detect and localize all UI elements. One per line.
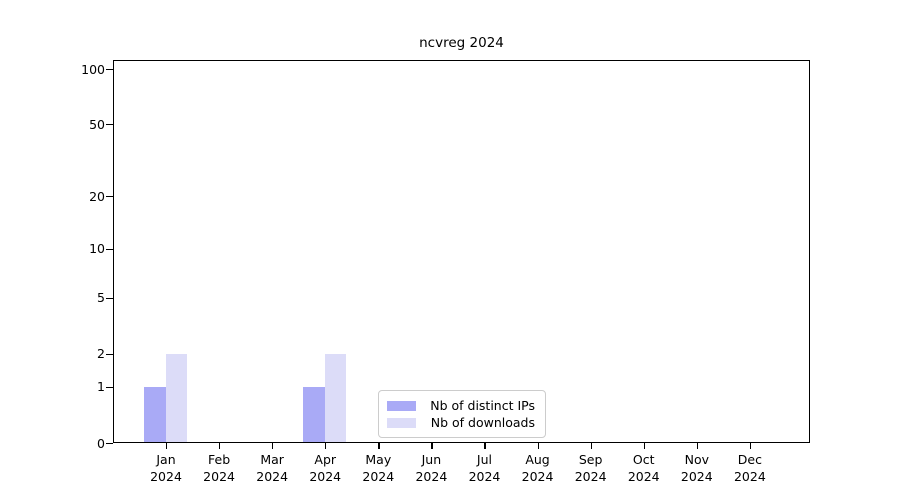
- legend: Nb of distinct IPs Nb of downloads: [378, 390, 546, 438]
- y-tick-label-20: 20: [89, 189, 105, 204]
- legend-row-distinct-ips: Nb of distinct IPs: [387, 397, 535, 414]
- x-tick-mark-aug: [537, 443, 539, 449]
- x-tick-mark-mar: [272, 443, 274, 449]
- bar-downloads-apr: [325, 354, 347, 442]
- x-tick-label-may: May 2024: [362, 452, 395, 484]
- x-tick-label-feb: Feb 2024: [203, 452, 235, 484]
- x-tick-mark-apr: [325, 443, 327, 449]
- bar-distinct-ips-jan: [144, 387, 166, 442]
- y-tick-mark-100: [106, 69, 113, 71]
- y-tick-mark-10: [106, 249, 113, 251]
- x-tick-label-oct: Oct 2024: [627, 452, 660, 484]
- x-tick-mark-dec: [749, 443, 752, 449]
- y-tick-label-100: 100: [81, 62, 105, 77]
- x-tick-label-dec: Dec 2024: [733, 452, 766, 484]
- y-tick-mark-5: [106, 298, 113, 300]
- plot-area: [113, 60, 810, 443]
- x-tick-mark-jan: [166, 443, 168, 449]
- y-tick-mark-0: [106, 443, 113, 445]
- y-tick-label-5: 5: [97, 290, 105, 305]
- x-tick-mark-nov: [696, 443, 698, 449]
- legend-label-downloads: Nb of downloads: [430, 415, 535, 430]
- x-tick-label-mar: Mar 2024: [256, 452, 289, 484]
- x-tick-mark-sep: [590, 443, 592, 449]
- x-tick-label-aug: Aug 2024: [521, 452, 554, 484]
- chart-title: ncvreg 2024: [419, 35, 504, 51]
- y-tick-mark-20: [106, 196, 113, 198]
- y-tick-label-0: 0: [97, 436, 105, 451]
- x-tick-mark-may: [378, 443, 380, 449]
- bar-downloads-jan: [166, 354, 187, 442]
- x-tick-label-jun: Jun 2024: [415, 452, 448, 484]
- x-tick-label-apr: Apr 2024: [309, 452, 342, 484]
- x-tick-label-sep: Sep 2024: [574, 452, 607, 484]
- x-tick-mark-jun: [431, 443, 433, 449]
- bar-distinct-ips-apr: [303, 387, 326, 442]
- x-tick-mark-oct: [643, 443, 645, 449]
- y-tick-label-2: 2: [97, 346, 105, 361]
- legend-swatch-distinct-ips-icon: [387, 400, 416, 411]
- x-tick-label-jul: Jul 2024: [468, 452, 501, 484]
- y-tick-label-50: 50: [89, 117, 105, 132]
- x-tick-label-jan: Jan 2024: [150, 452, 182, 484]
- y-tick-mark-2: [106, 354, 113, 356]
- y-tick-mark-1: [106, 387, 113, 389]
- legend-row-downloads: Nb of downloads: [387, 414, 535, 431]
- x-tick-label-nov: Nov 2024: [680, 452, 713, 484]
- x-tick-mark-jul: [484, 443, 486, 449]
- y-tick-mark-50: [106, 124, 113, 126]
- legend-swatch-downloads-icon: [387, 417, 416, 428]
- y-tick-label-1: 1: [97, 379, 105, 394]
- y-tick-label-10: 10: [89, 241, 105, 256]
- x-tick-mark-feb: [219, 443, 221, 449]
- legend-label-distinct-ips: Nb of distinct IPs: [430, 398, 535, 413]
